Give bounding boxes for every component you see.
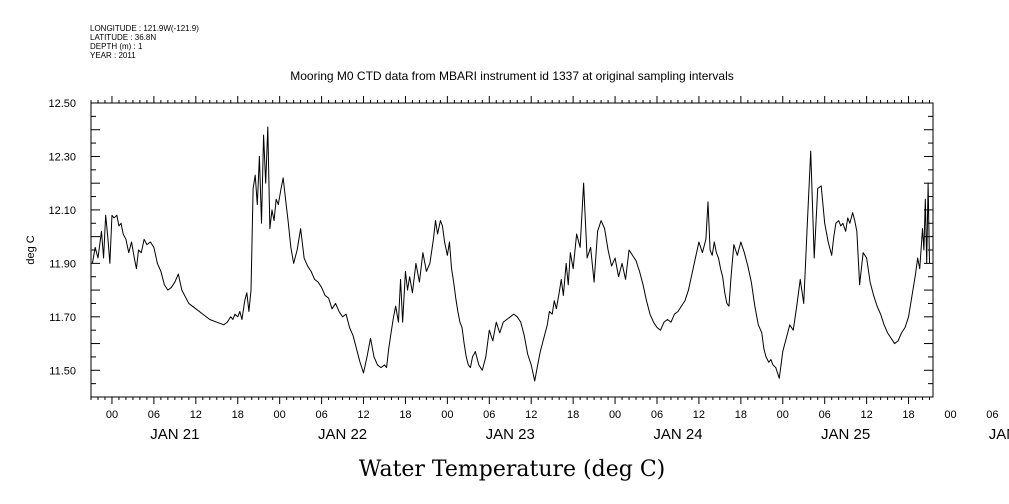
x-hour-label: 00 bbox=[441, 409, 453, 421]
x-hour-label: 12 bbox=[693, 409, 705, 421]
header-longitude: LONGITUDE : 121.9W(-121.9) bbox=[90, 24, 199, 33]
x-hour-label: 06 bbox=[148, 409, 160, 421]
x-hour-label: 06 bbox=[819, 409, 831, 421]
plot-frame bbox=[90, 102, 934, 398]
x-hour-label: 00 bbox=[274, 409, 286, 421]
x-day-label: JAN 26 bbox=[989, 426, 1009, 443]
x-hour-label: 00 bbox=[106, 409, 118, 421]
header-latitude: LATITUDE : 36.8N bbox=[90, 33, 156, 42]
y-axis-label: deg C bbox=[25, 235, 37, 264]
temperature-series-line bbox=[91, 126, 931, 382]
x-hour-label: 06 bbox=[483, 409, 495, 421]
chart-title: Mooring M0 CTD data from MBARI instrumen… bbox=[290, 69, 734, 83]
y-tick-label: 12.10 bbox=[48, 205, 76, 217]
x-axis bbox=[90, 96, 931, 404]
y-tick-label: 12.30 bbox=[48, 151, 76, 163]
x-hour-label: 00 bbox=[609, 409, 621, 421]
x-hour-label: 00 bbox=[777, 409, 789, 421]
x-day-label: JAN 21 bbox=[150, 426, 199, 443]
y-axis bbox=[91, 102, 933, 398]
y-tick-label: 11.70 bbox=[49, 312, 76, 324]
x-hour-label: 18 bbox=[232, 409, 244, 421]
header-depth: DEPTH (m) : 1 bbox=[90, 42, 143, 51]
x-day-label: JAN 24 bbox=[653, 426, 702, 443]
x-hour-label: 12 bbox=[525, 409, 537, 421]
y-tick-label: 12.50 bbox=[48, 98, 76, 110]
y-tick-labels: 12.50 12.30 12.10 11.90 11.70 11.50 bbox=[48, 98, 76, 377]
x-hour-label: 12 bbox=[860, 409, 872, 421]
x-hour-label: 12 bbox=[357, 409, 369, 421]
x-hour-label: 00 bbox=[944, 409, 956, 421]
x-hour-label: 06 bbox=[315, 409, 327, 421]
x-hour-label: 06 bbox=[651, 409, 663, 421]
y-tick-label: 11.50 bbox=[49, 365, 76, 377]
x-hour-label: 12 bbox=[190, 409, 202, 421]
x-day-label: JAN 25 bbox=[821, 426, 870, 443]
x-hour-label: 18 bbox=[735, 409, 747, 421]
x-axis-label: Water Temperature (deg C) bbox=[359, 457, 666, 482]
x-day-label: JAN 22 bbox=[318, 426, 367, 443]
x-hour-label: 18 bbox=[902, 409, 914, 421]
y-tick-label: 11.90 bbox=[49, 258, 76, 270]
x-hour-label: 06 bbox=[986, 409, 998, 421]
x-hour-labels: 00 06 12 18 00 06 12 18 00 06 12 18 00 06 12 18 00 06 12 18… bbox=[106, 409, 999, 421]
x-day-label: JAN 23 bbox=[486, 426, 535, 443]
x-hour-label: 18 bbox=[567, 409, 579, 421]
x-hour-label: 18 bbox=[399, 409, 411, 421]
header-year: YEAR : 2011 bbox=[90, 51, 136, 60]
